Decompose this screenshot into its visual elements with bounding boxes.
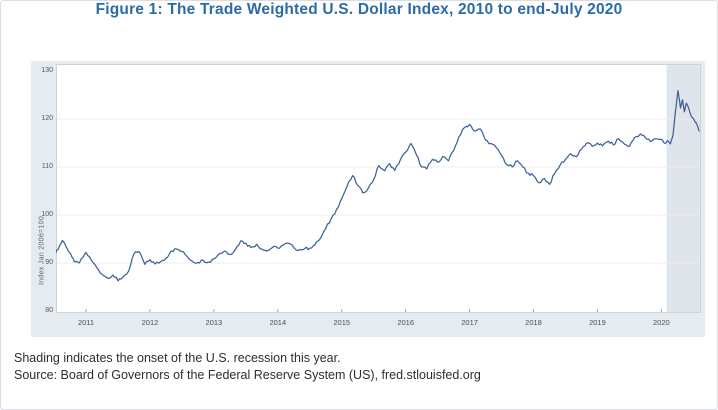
x-tick-label: 2020 xyxy=(653,318,670,327)
x-tick-label: 2016 xyxy=(397,318,414,327)
y-tick-label: 120 xyxy=(41,115,53,122)
x-tick-label: 2015 xyxy=(333,318,351,327)
note-source: Source: Board of Governors of the Federa… xyxy=(14,367,481,382)
y-tick-label: 80 xyxy=(45,307,53,314)
x-tick-label: 2017 xyxy=(461,318,478,327)
plot-background xyxy=(56,64,701,313)
x-tick-label: 2011 xyxy=(77,318,95,327)
chart-notes: Shading indicates the onset of the U.S. … xyxy=(14,350,481,383)
dollar-index-line xyxy=(56,90,700,282)
note-shading: Shading indicates the onset of the U.S. … xyxy=(14,351,341,365)
x-tick-label: 2014 xyxy=(269,318,287,327)
y-tick-label: 110 xyxy=(41,163,53,170)
x-tick-label: 2018 xyxy=(525,318,542,327)
figure-title: Figure 1: The Trade Weighted U.S. Dollar… xyxy=(95,1,623,18)
y-axis-title: Index Jan 2006=100 xyxy=(38,215,46,286)
x-tick-label: 2019 xyxy=(589,318,606,327)
y-tick-label: 100 xyxy=(41,211,53,218)
y-tick-label: 90 xyxy=(45,259,53,266)
x-tick-label: 2012 xyxy=(141,318,159,327)
dollar-index-chart xyxy=(56,64,701,313)
x-tick-label: 2013 xyxy=(205,318,223,327)
y-tick-label: 130 xyxy=(41,67,53,74)
